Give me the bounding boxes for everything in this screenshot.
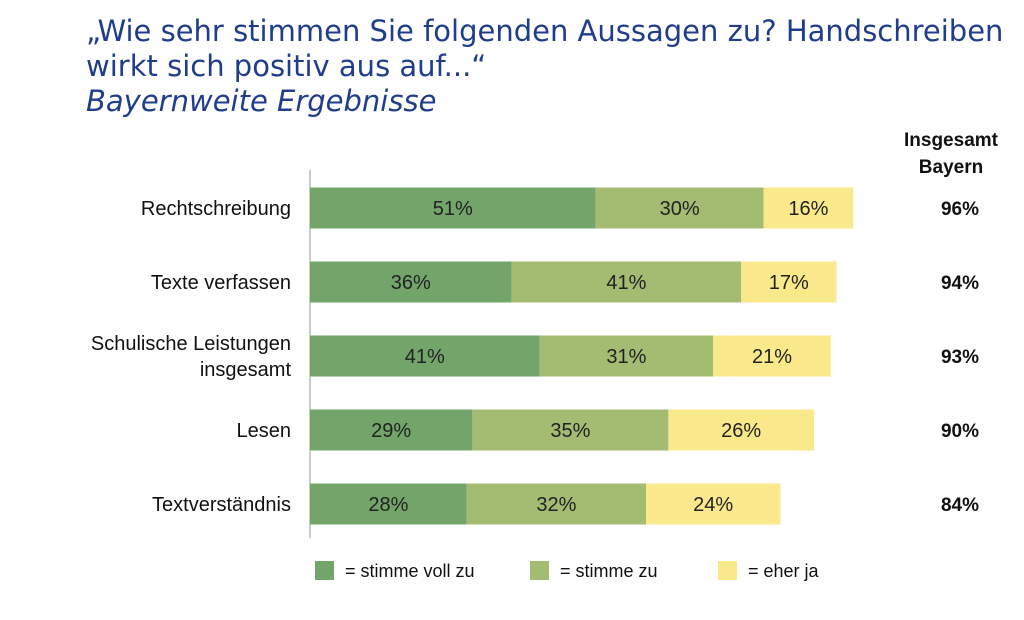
total-value: 84% (941, 495, 979, 516)
bar-value-label: 32% (536, 494, 576, 516)
total-value: 90% (941, 421, 979, 442)
bar-value-label: 24% (693, 494, 733, 516)
bar-value-label: 31% (606, 346, 646, 368)
bar-segment (646, 483, 781, 525)
category-label: Rechtschreibung (141, 198, 291, 220)
legend-swatch (718, 561, 737, 580)
bar-segment (310, 483, 467, 525)
bar-segment (713, 335, 831, 377)
bar-value-label: 16% (788, 198, 828, 220)
bar-segment (466, 483, 646, 525)
bar-value-label: 17% (769, 272, 809, 294)
legend-label: = stimme zu (560, 561, 658, 581)
bar-segment (310, 261, 512, 303)
bar-segment (763, 187, 854, 229)
bar-value-label: 41% (405, 346, 445, 368)
category-label: Lesen (237, 420, 292, 442)
bar-segment (511, 261, 742, 303)
category-label: Schulische Leistungen insgesamt (91, 333, 292, 381)
bar-segment (595, 187, 764, 229)
bar-value-label: 51% (433, 198, 473, 220)
total-value: 94% (941, 273, 979, 294)
bar-value-label: 41% (606, 272, 646, 294)
bar-value-label: 28% (368, 494, 408, 516)
chart-title: „Wie sehr stimmen Sie folgenden Aussagen… (86, 14, 1006, 119)
bar-value-label: 36% (391, 272, 431, 294)
bar-value-label: 26% (721, 420, 761, 442)
bar-segment (310, 335, 540, 377)
bar-value-label: 29% (371, 420, 411, 442)
bar-segment (539, 335, 714, 377)
legend-swatch (315, 561, 334, 580)
total-header: Insgesamt Bayern (904, 130, 999, 178)
bar-segment (472, 409, 669, 451)
bar-segment (310, 409, 473, 451)
bar-segment (668, 409, 814, 451)
legend-swatch (530, 561, 549, 580)
title-subtitle: Bayernweite Ergebnisse (86, 84, 437, 118)
category-label: Texte verfassen (151, 272, 291, 294)
bar-value-label: 35% (550, 420, 590, 442)
title-question: „Wie sehr stimmen Sie folgenden Aussagen… (86, 14, 1004, 83)
total-value: 93% (941, 347, 979, 368)
legend-label: = stimme voll zu (345, 561, 475, 581)
legend-label: = eher ja (748, 561, 820, 581)
bar-segment (310, 187, 596, 229)
category-label: Textverständnis (152, 494, 291, 516)
bar-value-label: 30% (660, 198, 700, 220)
bar-segment (741, 261, 837, 303)
total-value: 96% (941, 199, 979, 220)
bar-value-label: 21% (752, 346, 792, 368)
